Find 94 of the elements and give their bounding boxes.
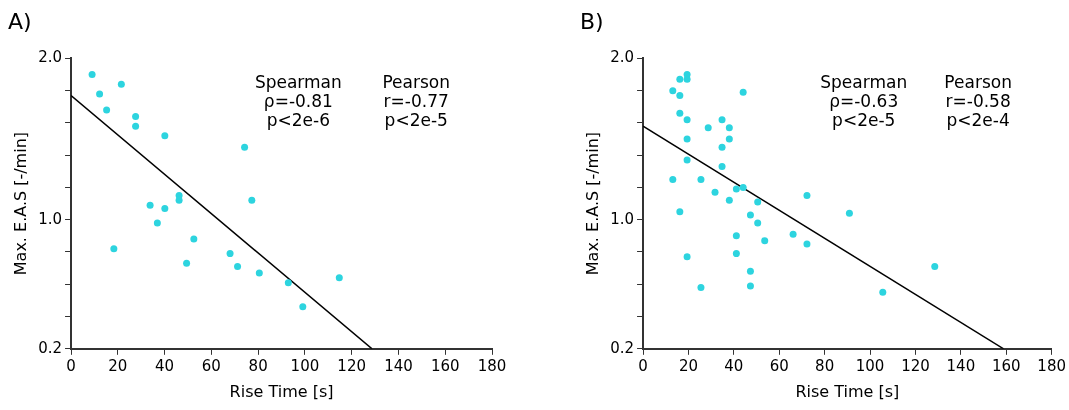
x-tick-label: 40 xyxy=(724,356,744,375)
point xyxy=(879,288,887,296)
point xyxy=(676,75,684,83)
y-tick-label: 0.2 xyxy=(38,338,63,357)
x-tick-label: 120 xyxy=(901,356,930,375)
x-tick-label: 100 xyxy=(855,356,885,375)
y-tick-label: 2.0 xyxy=(610,48,635,67)
x-tick-label: 140 xyxy=(384,356,413,375)
point xyxy=(732,232,740,240)
x-tick-label: 80 xyxy=(248,356,268,375)
point xyxy=(803,192,811,200)
point xyxy=(739,88,747,96)
y-tick-label: 2.0 xyxy=(38,48,63,67)
y-axis-title: Max. E.A.S [-/min] xyxy=(10,131,30,276)
point xyxy=(669,175,677,183)
point xyxy=(255,269,263,277)
x-tick-label: 140 xyxy=(946,356,976,375)
point xyxy=(284,279,292,287)
x-tick-label: 20 xyxy=(108,356,128,375)
point xyxy=(718,162,726,170)
point xyxy=(683,135,691,143)
point xyxy=(132,122,140,130)
point xyxy=(746,211,754,219)
point xyxy=(183,259,191,267)
point xyxy=(697,283,705,291)
point xyxy=(683,116,691,124)
point xyxy=(153,219,161,227)
point xyxy=(789,230,797,238)
point xyxy=(161,132,169,140)
point xyxy=(146,201,154,209)
point xyxy=(676,92,684,100)
point xyxy=(761,237,769,245)
point xyxy=(190,235,198,243)
x-tick-label: 180 xyxy=(477,356,507,375)
annotation: Spearman ρ=-0.63 p<2e-5 xyxy=(820,71,908,130)
point xyxy=(117,80,125,88)
point xyxy=(725,124,733,132)
point xyxy=(161,204,169,212)
point xyxy=(683,253,691,261)
point xyxy=(754,219,762,227)
x-tick-label: 60 xyxy=(769,356,789,375)
annotation: Spearman ρ=-0.81 p<2e-6 xyxy=(254,71,342,130)
point xyxy=(299,303,307,311)
point xyxy=(746,267,754,275)
x-tick-label: 0 xyxy=(638,356,648,375)
point xyxy=(732,185,740,193)
point xyxy=(732,250,740,258)
point xyxy=(88,71,96,79)
x-axis-title: Rise Time [s] xyxy=(795,381,900,401)
point xyxy=(669,87,677,95)
x-tick-label: 100 xyxy=(290,356,320,375)
point xyxy=(754,198,762,206)
point xyxy=(248,196,256,204)
x-tick-label: 20 xyxy=(678,356,699,375)
y-axis-title: Max. E.A.S [-/min] xyxy=(582,131,602,276)
y-tick-label: 1.0 xyxy=(38,209,63,228)
annotation: Pearson r=-0.58 p<2e-4 xyxy=(944,71,1012,130)
y-tick-label: 0.2 xyxy=(610,338,635,357)
x-tick-label: 160 xyxy=(991,356,1021,375)
point xyxy=(845,209,853,217)
x-axis-title: Rise Time [s] xyxy=(229,381,334,401)
point xyxy=(718,116,726,124)
chart-title: B) xyxy=(580,8,604,34)
point xyxy=(132,112,140,120)
point xyxy=(746,282,754,290)
x-tick-label: 0 xyxy=(66,356,76,375)
point xyxy=(103,106,111,114)
point xyxy=(241,143,249,151)
point xyxy=(697,175,705,183)
point xyxy=(718,143,726,151)
x-tick-label: 80 xyxy=(815,356,835,375)
x-tick-label: 160 xyxy=(430,356,460,375)
point xyxy=(335,274,343,282)
point xyxy=(676,208,684,216)
point xyxy=(234,263,242,271)
annotation: Pearson r=-0.77 p<2e-5 xyxy=(382,71,450,130)
chart-title: A) xyxy=(8,8,32,34)
point xyxy=(725,196,733,204)
point xyxy=(725,135,733,143)
x-tick-label: 60 xyxy=(201,356,221,375)
point xyxy=(803,240,811,248)
x-tick-label: 180 xyxy=(1037,356,1067,375)
x-tick-label: 120 xyxy=(337,356,367,375)
point xyxy=(931,263,939,271)
point xyxy=(226,250,234,258)
point xyxy=(110,245,118,253)
y-tick-label: 1.0 xyxy=(610,209,635,228)
point xyxy=(683,156,691,164)
point xyxy=(676,109,684,117)
point xyxy=(96,90,104,98)
point xyxy=(739,183,747,191)
point xyxy=(704,124,712,132)
point xyxy=(711,188,719,196)
x-tick-label: 40 xyxy=(155,356,175,375)
